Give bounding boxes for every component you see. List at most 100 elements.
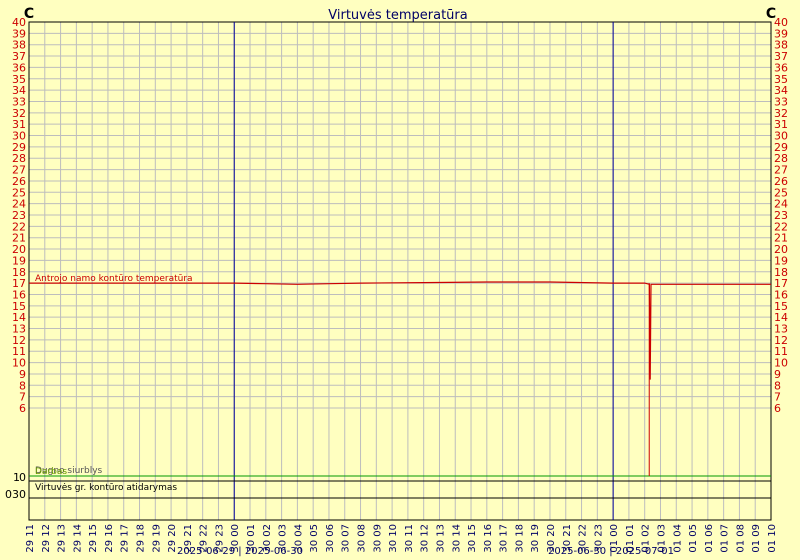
y-tick-label-left: 8 <box>19 379 26 392</box>
series-layer <box>29 281 771 476</box>
y-tick-label-left: 22 <box>12 220 26 233</box>
y-tick-label-left: 21 <box>12 232 26 245</box>
x-tick-label: 30 05 <box>309 524 320 553</box>
y-tick-label-left: 24 <box>12 198 26 211</box>
day-separators <box>233 22 614 520</box>
y-tick-label-right: 29 <box>774 141 788 154</box>
y-tick-label-right: 20 <box>774 243 788 256</box>
x-tick-label: 30 01 <box>246 524 257 553</box>
y-tick-label-right: 38 <box>774 39 788 52</box>
y-tick-label-left: 30 <box>12 130 26 143</box>
y-tick-label-right: 39 <box>774 27 788 40</box>
plot-frame <box>28 21 772 521</box>
x-tick-label: 30 15 <box>467 524 478 553</box>
x-tick-label: 30 20 <box>546 524 557 553</box>
y-tick-label-right: 40 <box>774 16 788 29</box>
y-tick-label-right: 11 <box>774 345 788 358</box>
y-axis-left-labels: 6789101112131415161718192021222324252627… <box>12 16 26 415</box>
binary-tick-pump-0: 0 <box>19 471 26 484</box>
x-tick-label: 01 01 <box>625 524 636 553</box>
x-tick-label: 30 17 <box>499 524 510 553</box>
series-line-temperature <box>29 281 771 380</box>
y-tick-label-left: 37 <box>12 50 26 63</box>
x-tick-label: 30 09 <box>372 524 383 553</box>
x-tick-label: 29 19 <box>151 524 162 553</box>
x-tick-label: 01 02 <box>641 524 652 553</box>
x-tick-label: 01 10 <box>767 524 778 553</box>
x-tick-label: 01 05 <box>688 524 699 553</box>
y-tick-label-right: 27 <box>774 164 788 177</box>
x-tick-label: 29 23 <box>214 524 225 553</box>
y-tick-label-right: 10 <box>774 357 788 370</box>
binary-label-valve: Virtuvės gr. kontūro atidarymas <box>35 483 177 493</box>
binary-label-pump-overlap: Darbas <box>35 467 67 477</box>
x-tick-label: 30 07 <box>341 524 352 553</box>
y-tick-label-left: 6 <box>19 402 26 415</box>
y-tick-label-right: 13 <box>774 323 788 336</box>
y-tick-label-left: 39 <box>12 27 26 40</box>
y-tick-label-right: 18 <box>774 266 788 279</box>
x-tick-label: 29 12 <box>41 524 52 553</box>
y-tick-label-right: 15 <box>774 300 788 313</box>
y-tick-label-right: 26 <box>774 175 788 188</box>
y-tick-label-left: 34 <box>12 84 26 97</box>
x-tick-label: 29 11 <box>25 524 36 553</box>
x-tick-label: 30 04 <box>293 524 304 553</box>
x-tick-label: 30 18 <box>514 524 525 553</box>
x-tick-label: 30 13 <box>435 524 446 553</box>
y-tick-label-right: 25 <box>774 186 788 199</box>
x-tick-label: 29 14 <box>72 524 83 553</box>
y-tick-label-right: 17 <box>774 277 788 290</box>
y-tick-label-left: 33 <box>12 95 26 108</box>
y-tick-label-right: 24 <box>774 198 788 211</box>
y-tick-label-right: 6 <box>774 402 781 415</box>
x-tick-label: 01 08 <box>735 524 746 553</box>
y-tick-label-left: 16 <box>12 288 26 301</box>
y-tick-label-right: 36 <box>774 61 788 74</box>
unit-left: C <box>24 6 34 22</box>
series-label-temperature: Antrojo namo kontūro temperatūra <box>35 274 193 284</box>
y-tick-label-left: 13 <box>12 323 26 336</box>
x-tick-label: 01 09 <box>751 524 762 553</box>
y-tick-label-right: 8 <box>774 379 781 392</box>
binary-channels: 010 30 <box>5 471 771 501</box>
x-tick-label: 01 03 <box>656 524 667 553</box>
y-tick-label-left: 14 <box>12 311 26 324</box>
y-tick-label-right: 34 <box>774 84 788 97</box>
y-tick-label-left: 12 <box>12 334 26 347</box>
x-tick-label: 30 16 <box>483 524 494 553</box>
x-tick-label: 30 06 <box>325 524 336 553</box>
binary-label-pump: Dugno siurblys <box>35 466 103 476</box>
x-tick-label: 30 11 <box>404 524 415 553</box>
y-tick-label-left: 17 <box>12 277 26 290</box>
y-tick-label-left: 35 <box>12 73 26 86</box>
y-tick-label-right: 9 <box>774 368 781 381</box>
y-tick-label-left: 36 <box>12 61 26 74</box>
x-tick-label: 29 18 <box>136 524 147 553</box>
x-tick-label: 30 10 <box>388 524 399 553</box>
y-tick-label-left: 9 <box>19 368 26 381</box>
x-tick-label: 01 00 <box>609 524 620 553</box>
y-tick-label-left: 31 <box>12 118 26 131</box>
x-tick-label: 30 22 <box>578 524 589 553</box>
y-tick-label-left: 10 <box>12 357 26 370</box>
y-tick-label-left: 7 <box>19 391 26 404</box>
y-tick-label-left: 19 <box>12 254 26 267</box>
x-tick-label: 30 12 <box>420 524 431 553</box>
x-tick-label: 01 06 <box>704 524 715 553</box>
x-tick-label: 29 22 <box>199 524 210 553</box>
binary-tick-valve-0: 0 <box>5 488 12 501</box>
y-tick-label-right: 16 <box>774 288 788 301</box>
binary-tick-valve-30: 30 <box>12 488 26 501</box>
y-tick-label-right: 28 <box>774 152 788 165</box>
x-tick-label: 30 02 <box>262 524 273 553</box>
x-tick-label: 01 07 <box>720 524 731 553</box>
y-tick-label-left: 11 <box>12 345 26 358</box>
y-tick-label-left: 18 <box>12 266 26 279</box>
x-tick-label: 30 21 <box>562 524 573 553</box>
y-tick-label-right: 31 <box>774 118 788 131</box>
grid-layer <box>28 21 772 521</box>
x-tick-label: 30 08 <box>357 524 368 553</box>
y-tick-label-left: 40 <box>12 16 26 29</box>
